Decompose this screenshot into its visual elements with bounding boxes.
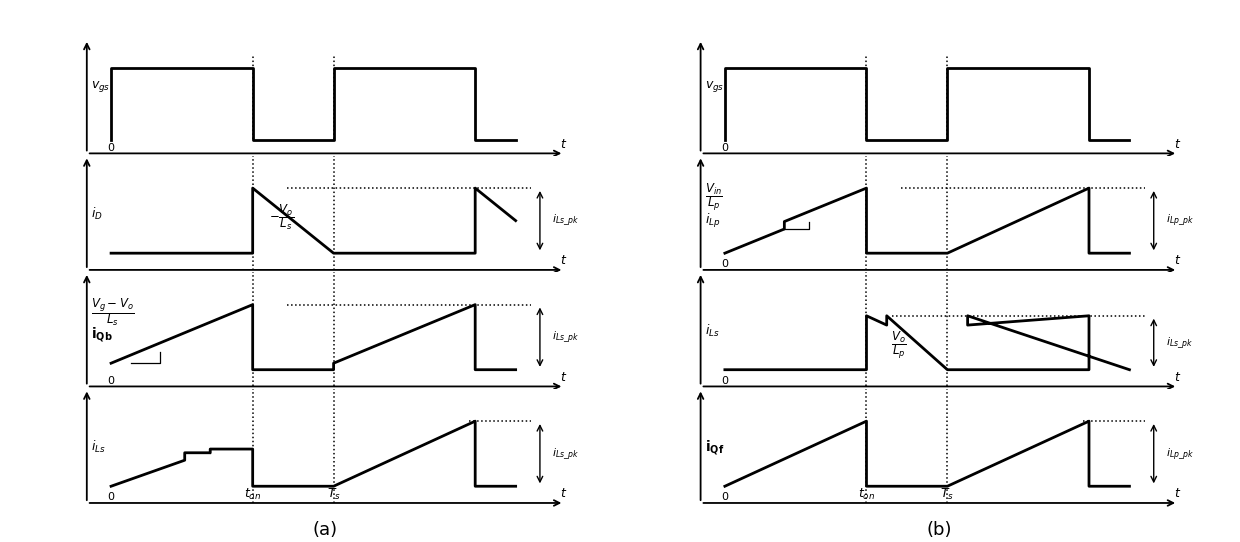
Text: $t$: $t$ <box>560 487 568 500</box>
Text: $i_{Ls\_pk}$: $i_{Ls\_pk}$ <box>552 213 579 229</box>
Text: $i_D$: $i_D$ <box>91 206 103 222</box>
Text: 0: 0 <box>722 143 728 153</box>
Text: $i_{Ls\_pk}$: $i_{Ls\_pk}$ <box>1166 335 1193 351</box>
Text: 0: 0 <box>108 376 114 385</box>
Text: (b): (b) <box>926 521 952 539</box>
Text: (a): (a) <box>312 521 339 539</box>
Text: $T_s$: $T_s$ <box>940 487 955 502</box>
Text: $i_{Ls}$: $i_{Ls}$ <box>91 439 105 455</box>
Text: $T_s$: $T_s$ <box>326 487 341 502</box>
Text: $i_{Lp\_pk}$: $i_{Lp\_pk}$ <box>1166 446 1194 462</box>
Text: $-\dfrac{V_o}{L_s}$: $-\dfrac{V_o}{L_s}$ <box>269 203 294 233</box>
Text: $\dfrac{V_o}{L_p}$: $\dfrac{V_o}{L_p}$ <box>890 330 906 362</box>
Text: $\dfrac{V_g-V_o}{L_s}$: $\dfrac{V_g-V_o}{L_s}$ <box>91 296 134 328</box>
Text: $t$: $t$ <box>1174 487 1182 500</box>
Text: $v_{gs}$: $v_{gs}$ <box>704 79 724 94</box>
Text: 0: 0 <box>722 259 728 269</box>
Text: 0: 0 <box>722 492 728 502</box>
Text: 0: 0 <box>108 492 114 502</box>
Text: $t$: $t$ <box>1174 138 1182 151</box>
Text: $\dfrac{V_{in}}{L_p}$: $\dfrac{V_{in}}{L_p}$ <box>704 182 723 214</box>
Text: $i_{Lp}$: $i_{Lp}$ <box>704 211 720 230</box>
Text: $i_{Ls}$: $i_{Ls}$ <box>704 322 719 339</box>
Text: $t_{on}$: $t_{on}$ <box>858 487 875 502</box>
Text: $v_{gs}$: $v_{gs}$ <box>91 79 110 94</box>
Text: $t_{on}$: $t_{on}$ <box>244 487 262 502</box>
Text: $\mathbf{i_{Qf}}$: $\mathbf{i_{Qf}}$ <box>704 438 724 457</box>
Text: $t$: $t$ <box>560 254 568 267</box>
Text: $i_{Ls\_pk}$: $i_{Ls\_pk}$ <box>552 330 579 345</box>
Text: $i_{Lp\_pk}$: $i_{Lp\_pk}$ <box>1166 213 1194 229</box>
Text: $t$: $t$ <box>560 371 568 384</box>
Text: $t$: $t$ <box>1174 254 1182 267</box>
Text: 0: 0 <box>108 143 114 153</box>
Text: $t$: $t$ <box>560 138 568 151</box>
Text: $i_{Ls\_pk}$: $i_{Ls\_pk}$ <box>552 446 579 462</box>
Text: 0: 0 <box>722 376 728 385</box>
Text: $t$: $t$ <box>1174 371 1182 384</box>
Text: $\mathbf{i_{Qb}}$: $\mathbf{i_{Qb}}$ <box>91 325 113 344</box>
